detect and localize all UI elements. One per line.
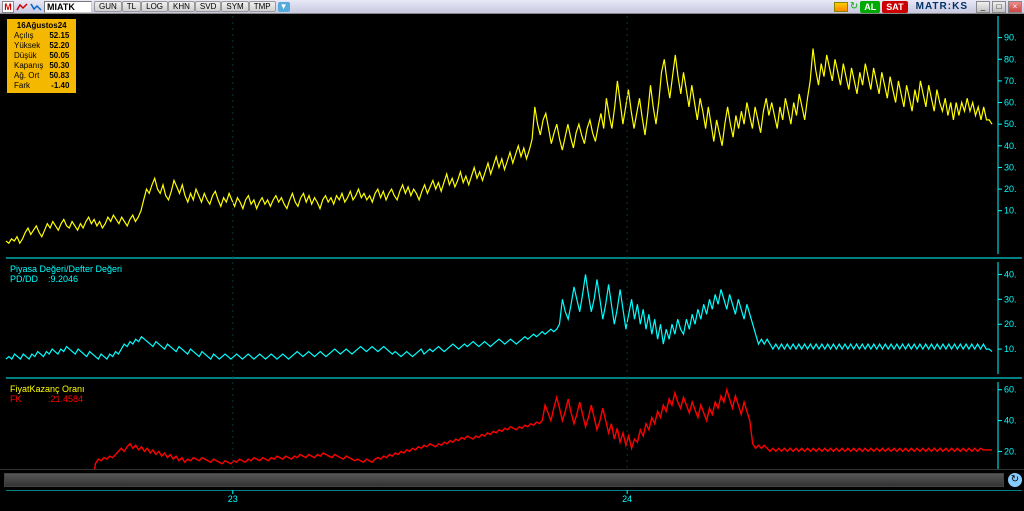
refresh-green-icon[interactable]: ↻ xyxy=(850,1,858,12)
panel2-title: Piyasa Değeri/Defter Değeri xyxy=(10,264,122,274)
bottom-bar: ↻ xyxy=(0,469,1024,490)
toolbar-btn-log[interactable]: LOG xyxy=(141,1,168,12)
svg-text:30.: 30. xyxy=(1004,294,1017,304)
svg-text:30.: 30. xyxy=(1004,162,1017,172)
titlebar-left: M GUNTLLOGKHNSVDSYMTMP ▼ xyxy=(0,1,290,13)
minimize-button[interactable]: _ xyxy=(976,1,990,13)
svg-text:20.: 20. xyxy=(1004,184,1017,194)
panel2-metric-label: PD/DD xyxy=(10,274,39,284)
info-label: Düşük xyxy=(11,51,46,61)
panel3-metric-label: FK xyxy=(10,394,22,404)
info-value: 52.20 xyxy=(46,41,72,51)
svg-text:60.: 60. xyxy=(1004,385,1017,395)
chart-red-icon[interactable] xyxy=(16,2,28,12)
ohlc-info-box: 16Ağustos24 Açılış52.15Yüksek52.20Düşük5… xyxy=(6,18,77,94)
chart-svg[interactable]: 10. 20. 30. 40. 50. 60. 70. 80. 90. 10. 20. 30. 40. P… xyxy=(0,14,1024,511)
titlebar: M GUNTLLOGKHNSVDSYMTMP ▼ ↻ AL SAT MATR:K… xyxy=(0,0,1024,14)
svg-text:70.: 70. xyxy=(1004,76,1017,86)
svg-text:40.: 40. xyxy=(1004,269,1017,279)
x-tick-label: 23 xyxy=(228,494,238,504)
toolbar-btn-sym[interactable]: SYM xyxy=(221,1,248,12)
info-label: Yüksek xyxy=(11,41,46,51)
sell-button[interactable]: SAT xyxy=(882,1,907,13)
info-value: 50.30 xyxy=(46,61,72,71)
chart-area: 16Ağustos24 Açılış52.15Yüksek52.20Düşük5… xyxy=(0,14,1024,490)
toolbar-btn-tmp[interactable]: TMP xyxy=(249,1,276,12)
x-tick-label: 24 xyxy=(622,494,632,504)
info-label: Ağ. Ort xyxy=(11,71,46,81)
titlebar-right: ↻ AL SAT MATR:KS _ □ × xyxy=(834,1,1024,13)
info-value: 50.83 xyxy=(46,71,72,81)
toolbar-btn-svd[interactable]: SVD xyxy=(195,1,221,12)
svg-text:20.: 20. xyxy=(1004,446,1017,456)
svg-text:50.: 50. xyxy=(1004,119,1017,129)
panel3-title: FiyatKazanç Oranı xyxy=(10,384,85,394)
info-label: Açılış xyxy=(11,31,46,41)
info-date: 16Ağustos24 xyxy=(11,21,72,31)
brand-label: MATR:KS xyxy=(910,1,974,12)
panel2-metric-value: :9.2046 xyxy=(48,274,78,284)
info-value: 50.05 xyxy=(46,51,72,61)
scroll-thumb[interactable] xyxy=(5,474,1003,486)
info-value: 52.15 xyxy=(46,31,72,41)
panel3-metric-value: :21.4584 xyxy=(48,394,83,404)
refresh-icon[interactable]: ↻ xyxy=(1008,473,1022,487)
svg-text:90.: 90. xyxy=(1004,33,1017,43)
toolbar-btn-tl[interactable]: TL xyxy=(122,1,141,12)
scroll-track[interactable] xyxy=(4,473,1004,487)
buy-button[interactable]: AL xyxy=(860,1,880,13)
close-button[interactable]: × xyxy=(1008,1,1022,13)
svg-text:80.: 80. xyxy=(1004,54,1017,64)
toolbar-btn-gun[interactable]: GUN xyxy=(94,1,122,12)
svg-text:10.: 10. xyxy=(1004,206,1017,216)
svg-text:40.: 40. xyxy=(1004,416,1017,426)
svg-text:40.: 40. xyxy=(1004,141,1017,151)
info-label: Fark xyxy=(11,81,46,91)
svg-text:20.: 20. xyxy=(1004,319,1017,329)
dropdown-arrow-icon[interactable]: ▼ xyxy=(278,2,290,12)
ticker-input[interactable] xyxy=(44,1,92,13)
flag-icon[interactable] xyxy=(834,2,848,12)
svg-text:10.: 10. xyxy=(1004,344,1017,354)
info-value: -1.40 xyxy=(46,81,72,91)
svg-text:60.: 60. xyxy=(1004,98,1017,108)
info-label: Kapanış xyxy=(11,61,46,71)
toolbar-btn-khn[interactable]: KHN xyxy=(168,1,195,12)
chart-blue-icon[interactable] xyxy=(30,2,42,12)
maximize-button[interactable]: □ xyxy=(992,1,1006,13)
app-icon: M xyxy=(2,1,14,13)
